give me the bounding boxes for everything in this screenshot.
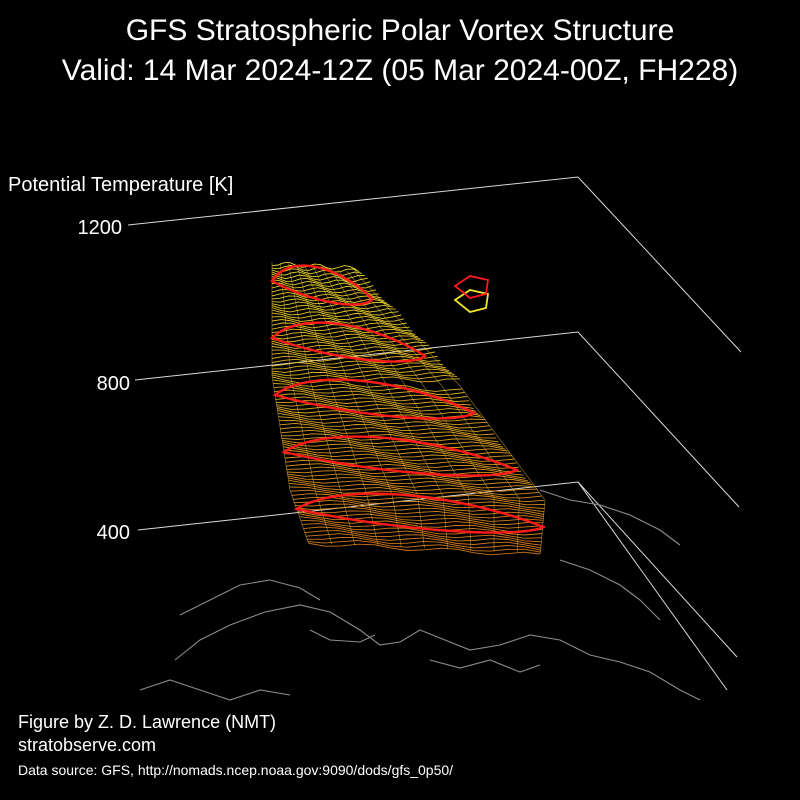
vortex-slice-888 xyxy=(271,340,430,349)
vortex-slice-1072 xyxy=(271,271,365,280)
coastline-6 xyxy=(309,629,376,643)
vortex-strand-0 xyxy=(271,262,309,544)
vortex-slice-864 xyxy=(272,349,438,359)
vortex-slice-872 xyxy=(271,346,435,356)
vortex-slice-856 xyxy=(271,352,441,362)
vortex-slice-824 xyxy=(271,365,452,374)
contour-750K xyxy=(272,378,477,420)
vortex-strand-7 xyxy=(329,268,472,551)
vortex-slice-920 xyxy=(271,328,419,338)
vortex-slice-688 xyxy=(278,416,492,432)
vortex-contours xyxy=(269,264,547,534)
vortex-slice-1008 xyxy=(271,295,388,304)
vortex-slice-544 xyxy=(287,473,533,486)
vortex-slice-424 xyxy=(300,516,543,532)
vortex-isosurface xyxy=(271,262,546,556)
vortex-slice-704 xyxy=(277,410,488,426)
vortex-fragment xyxy=(453,275,490,313)
coastline-3 xyxy=(539,489,681,546)
vortex-slice-592 xyxy=(284,453,519,469)
vortex-slice-1096 xyxy=(271,262,357,271)
coastline-4 xyxy=(559,559,661,621)
vortex-strand-9 xyxy=(346,270,520,553)
figure-credit: Figure by Z. D. Lawrence (NMT) xyxy=(18,712,277,732)
vortex-strand-3 xyxy=(296,264,379,547)
grid-line-base xyxy=(577,481,728,691)
vortex-slice-736 xyxy=(275,400,479,415)
vortex-slice-528 xyxy=(288,477,538,492)
vortex-strand-6 xyxy=(321,267,448,550)
vortex-slice-656 xyxy=(280,429,501,446)
vortex-slice-680 xyxy=(279,419,495,436)
contour-1050K xyxy=(270,264,375,306)
vortex-slice-1040 xyxy=(271,282,377,292)
grid-line-800 xyxy=(134,331,740,508)
contour-450K xyxy=(293,492,547,534)
vortex-slice-784 xyxy=(272,379,465,395)
vortex-slice-520 xyxy=(288,479,540,496)
vortex-slice-608 xyxy=(283,446,515,462)
vortex-slice-992 xyxy=(271,301,393,310)
vortex-slice-840 xyxy=(271,358,447,369)
coastline-1 xyxy=(179,579,321,616)
vortex-slice-960 xyxy=(271,312,405,322)
z-tick-label-400: 400 xyxy=(96,522,130,544)
z-axis-label: Potential Temperature [K] xyxy=(8,174,234,196)
vortex-strand-5 xyxy=(313,266,425,549)
vortex-slice-536 xyxy=(287,475,535,489)
vortex-slice-800 xyxy=(271,374,461,383)
vortex-slice-432 xyxy=(299,513,543,529)
vortex-slice-360 xyxy=(308,542,541,556)
chart-title: GFS Stratospheric Polar Vortex Structure xyxy=(125,14,675,47)
coastlines xyxy=(139,489,701,701)
vortex-slice-808 xyxy=(271,371,458,380)
fragment-contour-1000K xyxy=(453,275,490,299)
vortex-slice-1080 xyxy=(271,268,363,276)
chart-subtitle: Valid: 14 Mar 2024-12Z (05 Mar 2024-00Z,… xyxy=(61,54,739,87)
vortex-slice-832 xyxy=(271,362,449,371)
data-source: Data source: GFS, http://nomads.ncep.noa… xyxy=(18,762,454,778)
vortex-strand-8 xyxy=(338,269,495,552)
vortex-slice-1016 xyxy=(271,291,385,302)
contour-900K xyxy=(269,321,428,363)
vortex-strand-10 xyxy=(354,271,546,554)
vortex-slice-568 xyxy=(285,463,526,479)
vortex-slice-744 xyxy=(275,396,476,412)
vortex-slice-816 xyxy=(271,368,455,376)
vortex-slice-512 xyxy=(289,482,542,499)
z-tick-label-800: 800 xyxy=(96,373,130,395)
coastline-2 xyxy=(139,679,291,701)
vortex-slice-664 xyxy=(280,426,499,443)
vortex-slice-696 xyxy=(278,412,490,429)
vortex-slice-984 xyxy=(271,304,396,313)
coastline-0 xyxy=(174,604,701,701)
vortex-slice-632 xyxy=(282,439,508,452)
vortex-strand-1 xyxy=(280,262,333,545)
grid-line-1200 xyxy=(127,176,742,353)
vortex-slice-616 xyxy=(282,443,513,459)
website-link: stratobserve.com xyxy=(18,735,157,755)
contour-600K xyxy=(280,435,520,477)
vortex-slice-912 xyxy=(271,331,421,340)
coastline-5 xyxy=(429,659,541,673)
vortex-slice-600 xyxy=(283,449,517,466)
vortex-slice-440 xyxy=(297,511,543,525)
fragment-contour-950K xyxy=(453,289,490,313)
axis-grid xyxy=(127,176,742,691)
z-tick-label-1200: 1200 xyxy=(77,217,123,239)
vortex-slice-752 xyxy=(274,393,474,409)
vortex-slice-896 xyxy=(271,338,427,346)
vortex-slice-952 xyxy=(271,316,407,326)
vortex-slice-712 xyxy=(277,408,485,422)
vortex-strand-4 xyxy=(304,265,402,548)
